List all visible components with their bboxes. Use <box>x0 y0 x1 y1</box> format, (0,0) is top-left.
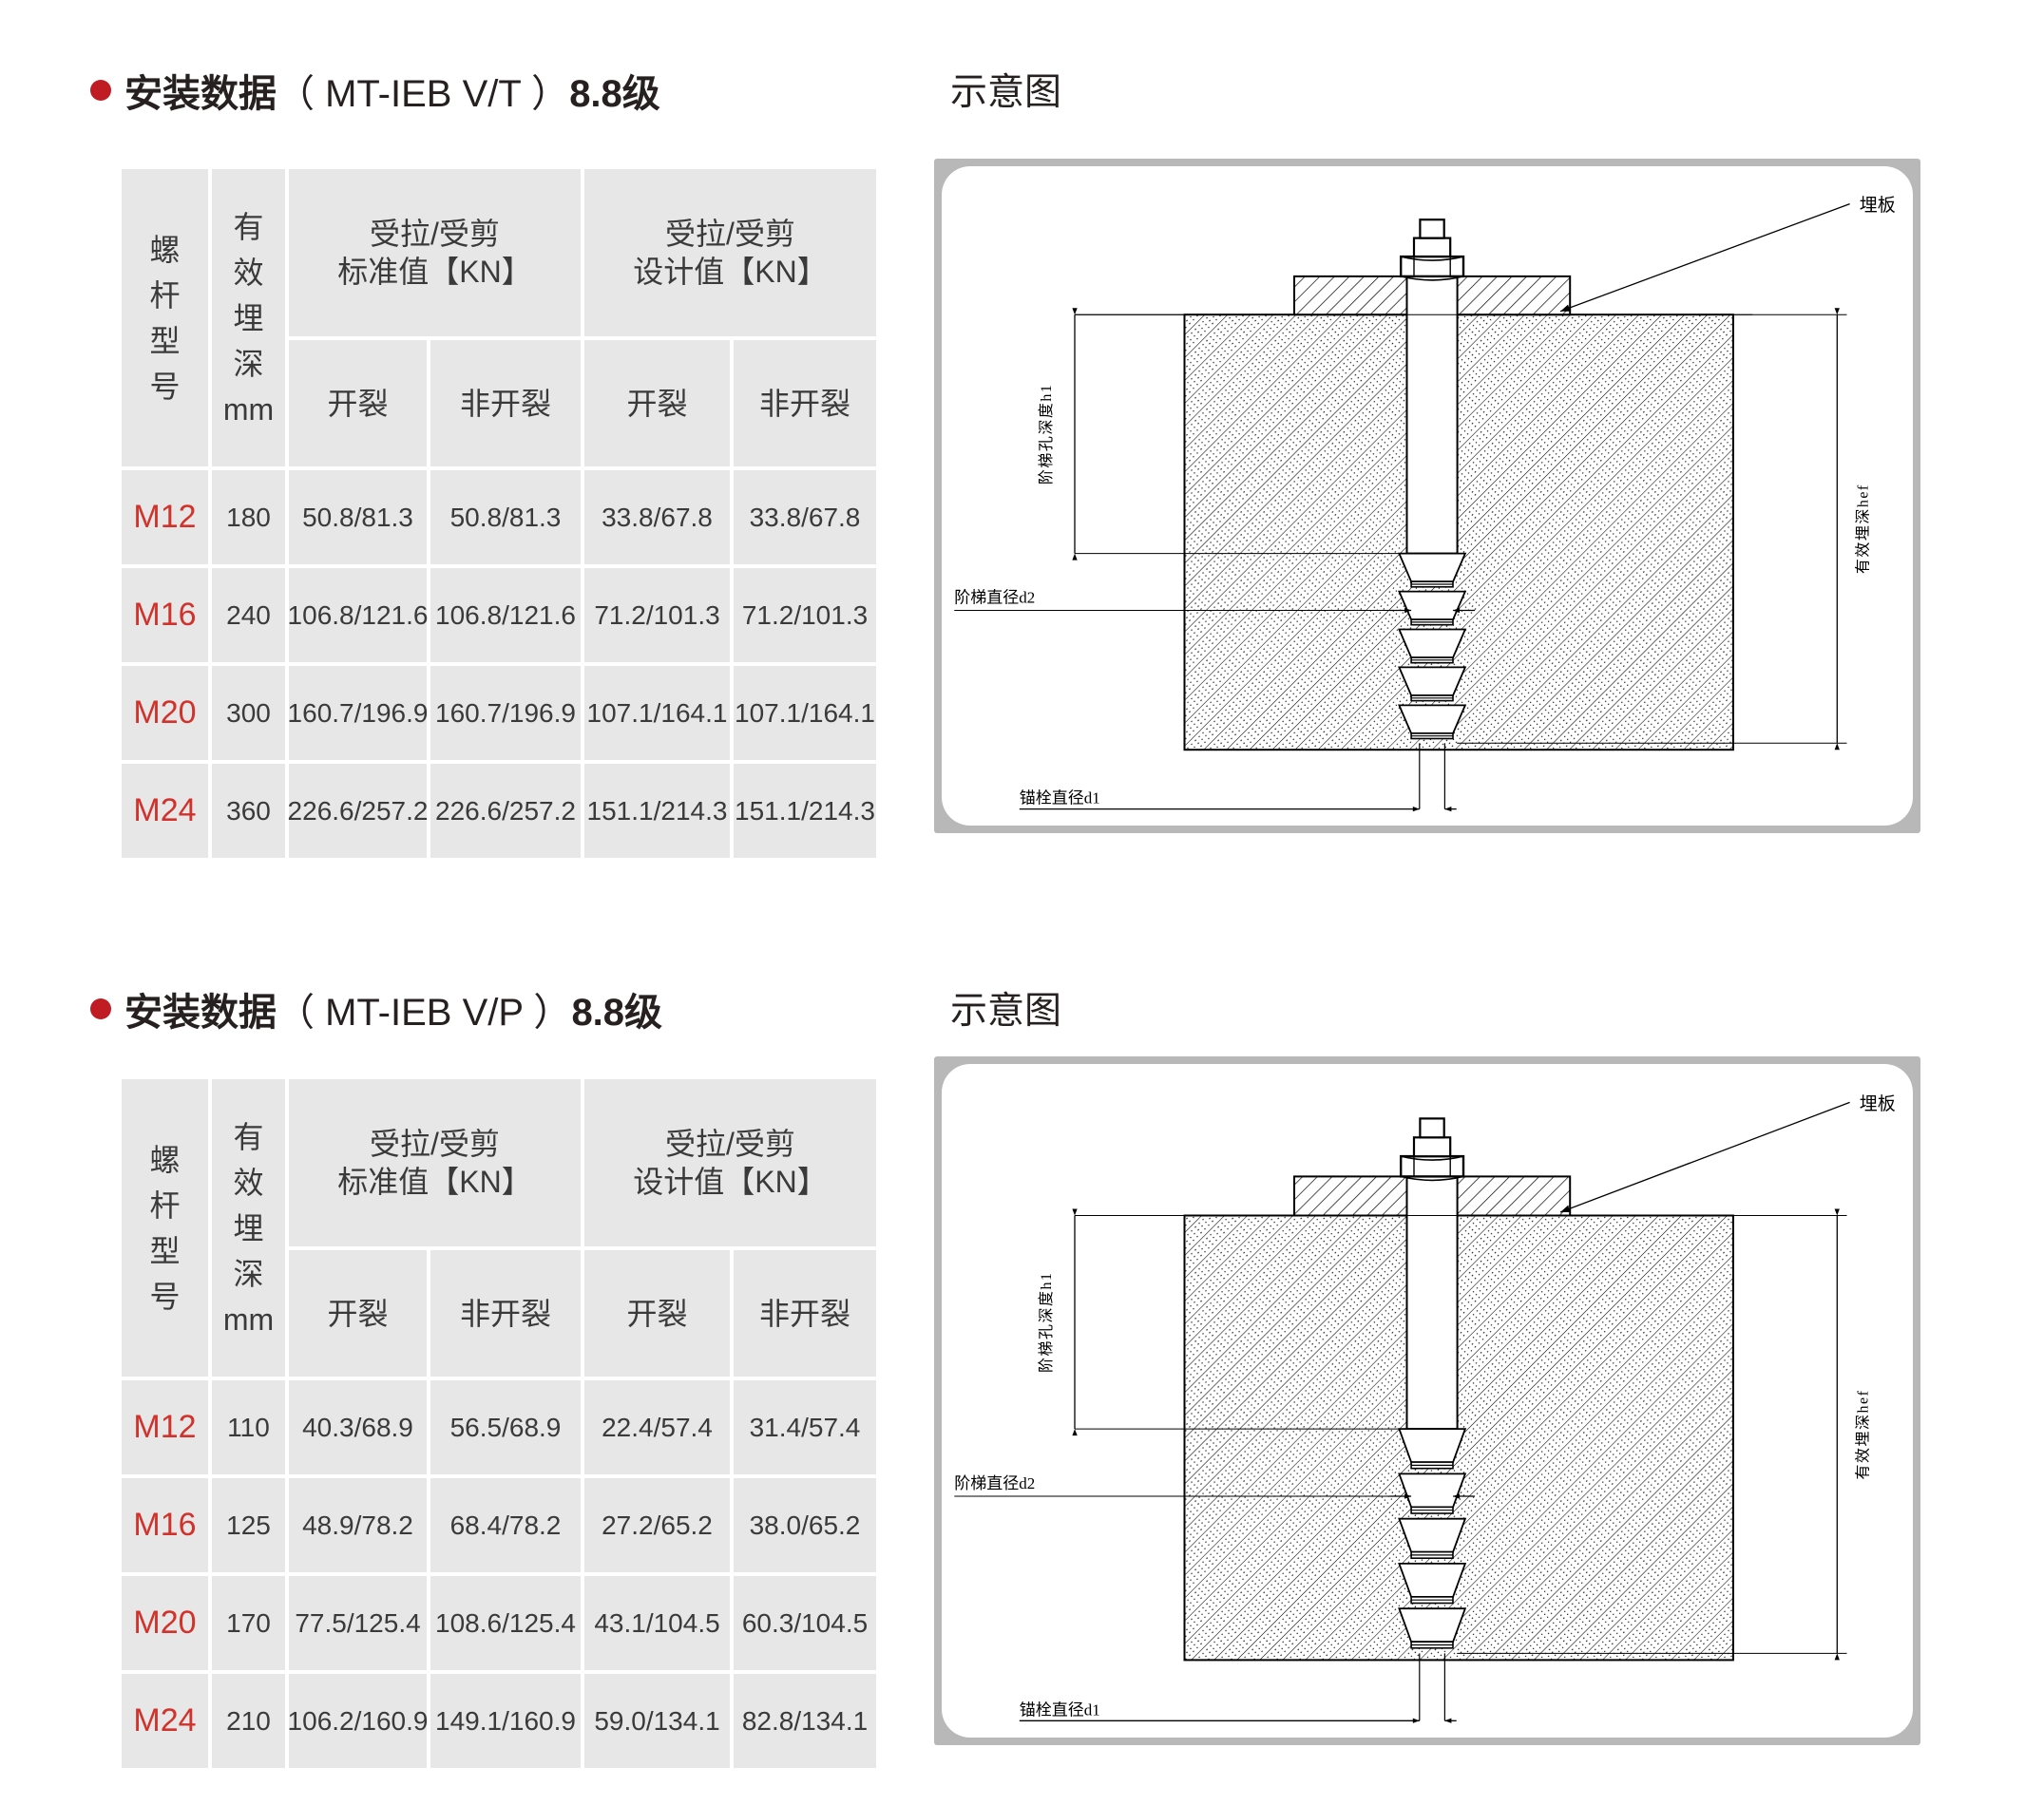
svg-text:锚栓直径d1: 锚栓直径d1 <box>1020 1700 1100 1719</box>
svg-text:埋板: 埋板 <box>1860 1093 1896 1114</box>
svg-text:阶梯孔深度h1: 阶梯孔深度h1 <box>1038 1272 1055 1374</box>
svg-text:阶梯孔深度h1: 阶梯孔深度h1 <box>1038 384 1055 485</box>
svg-text:有效埋深hef: 有效埋深hef <box>1855 484 1872 574</box>
svg-text:阶梯直径d2: 阶梯直径d2 <box>954 1474 1035 1492</box>
svg-text:有效埋深hef: 有效埋深hef <box>1855 1390 1872 1480</box>
svg-text:阶梯直径d2: 阶梯直径d2 <box>954 589 1035 607</box>
svg-text:锚栓直径d1: 锚栓直径d1 <box>1020 789 1100 808</box>
svg-text:埋板: 埋板 <box>1860 195 1896 216</box>
